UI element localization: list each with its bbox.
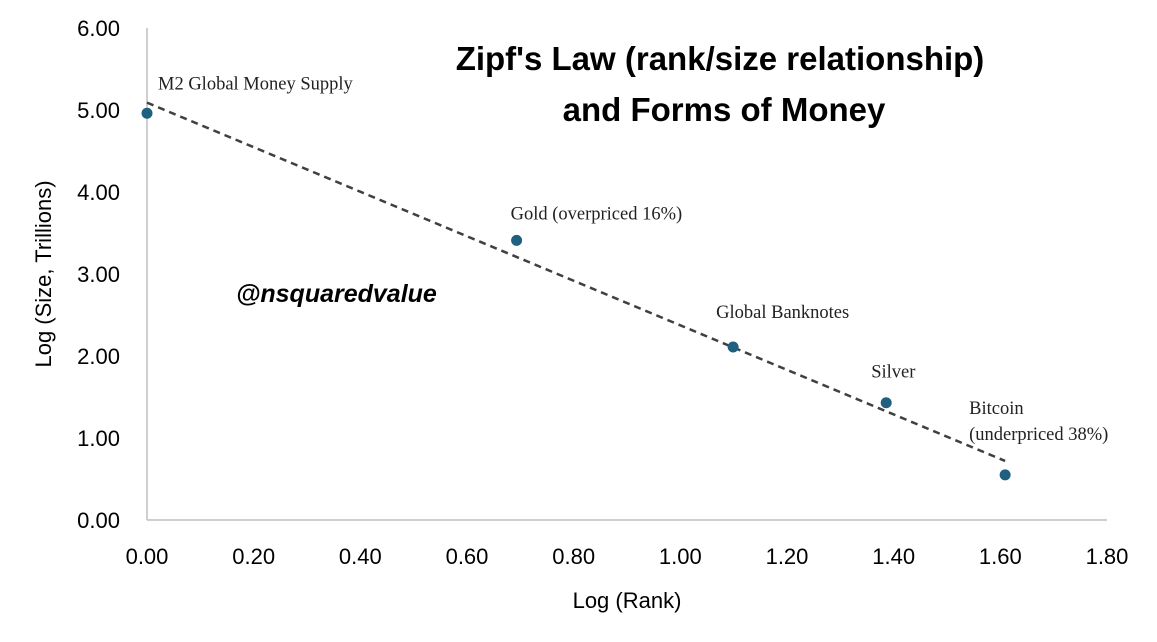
data-point-label: (underpriced 38%)	[969, 425, 1108, 445]
y-axis-title: Log (Size, Trillions)	[31, 180, 56, 367]
data-point	[141, 107, 153, 119]
x-tick-label: 1.00	[659, 544, 702, 569]
y-tick-label: 5.00	[77, 98, 120, 123]
data-point	[727, 341, 739, 353]
y-tick-label: 6.00	[77, 16, 120, 41]
y-tick-label: 1.00	[77, 426, 120, 451]
x-tick-labels: 0.00 0.20 0.40 0.60 0.80 1.00 1.20 1.40 1.60 1.80	[126, 544, 1129, 569]
y-tick-labels: 0.00 1.00 2.00 3.00 4.00 5.00 6.00	[77, 16, 120, 533]
data-point-label: Bitcoin	[969, 399, 1023, 419]
y-tick-label: 4.00	[77, 180, 120, 205]
x-tick-label: 0.80	[552, 544, 595, 569]
x-tick-label: 0.40	[339, 544, 382, 569]
data-point	[880, 397, 892, 409]
x-tick-label: 1.40	[872, 544, 915, 569]
x-tick-label: 0.00	[126, 544, 169, 569]
data-point	[999, 469, 1011, 481]
watermark-handle: @nsquaredvalue	[236, 280, 437, 308]
y-tick-label: 0.00	[77, 508, 120, 533]
y-tick-label: 3.00	[77, 262, 120, 287]
data-point-label: M2 Global Money Supply	[158, 74, 354, 94]
data-point-label: Silver	[871, 363, 915, 383]
x-tick-label: 1.20	[766, 544, 809, 569]
data-point-label: Gold (overpriced 16%)	[511, 204, 683, 224]
chart-title-line-1: Zipf's Law (rank/size relationship)	[456, 40, 985, 77]
data-points	[141, 107, 1011, 481]
x-tick-label: 0.20	[232, 544, 275, 569]
x-tick-label: 0.60	[446, 544, 489, 569]
data-point-label: Global Banknotes	[716, 303, 849, 323]
data-point	[511, 234, 523, 246]
y-tick-label: 2.00	[77, 344, 120, 369]
x-tick-label: 1.80	[1086, 544, 1129, 569]
x-tick-label: 1.60	[979, 544, 1022, 569]
point-labels: M2 Global Money Supply Gold (overpriced 1…	[158, 74, 1108, 445]
trendline	[146, 101, 1006, 463]
x-axis-title: Log (Rank)	[573, 588, 682, 613]
chart-title-line-2: and Forms of Money	[563, 91, 886, 128]
